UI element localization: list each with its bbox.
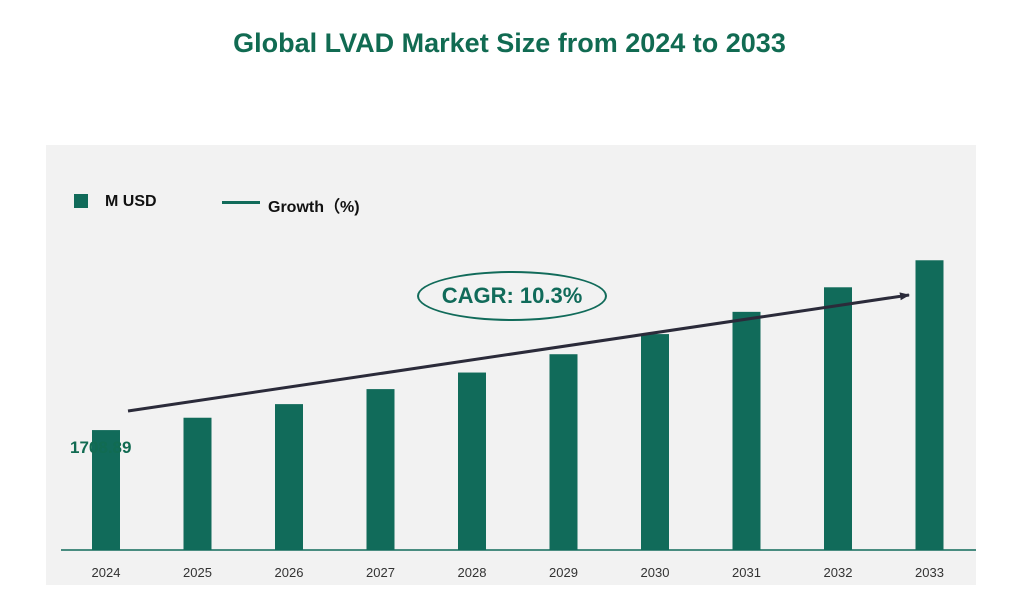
bar-series — [92, 260, 944, 550]
x-tick-2030: 2030 — [641, 565, 670, 580]
x-axis-ticks: 2024 2025 2026 2027 2028 2029 2030 2031 2032 2033 — [92, 565, 944, 580]
trend-arrow — [127, 292, 910, 413]
legend-bar-swatch — [74, 194, 88, 208]
x-tick-2029: 2029 — [549, 565, 578, 580]
x-tick-2025: 2025 — [183, 565, 212, 580]
bar-2027 — [366, 389, 395, 550]
bar-2030 — [641, 334, 669, 550]
legend-line-label: Growth（%) — [268, 199, 360, 216]
data-label-2024: 1708.89 — [70, 438, 132, 457]
bar-2031 — [732, 311, 761, 550]
bar-2026 — [275, 404, 303, 550]
bar-2024 — [92, 430, 120, 550]
legend-bar-label: M USD — [105, 193, 157, 210]
bar-2032 — [824, 287, 852, 550]
chart-title: Global LVAD Market Size from 2024 to 203… — [233, 28, 786, 58]
x-tick-2032: 2032 — [824, 565, 853, 580]
bar-2029 — [549, 354, 578, 550]
bar-2028 — [458, 372, 486, 550]
bar-2025 — [183, 417, 212, 550]
x-tick-2027: 2027 — [366, 565, 395, 580]
legend-line-swatch — [222, 201, 260, 204]
cagr-annotation: CAGR: 10.3% — [417, 271, 607, 321]
x-tick-2024: 2024 — [92, 565, 121, 580]
x-tick-2033: 2033 — [915, 565, 944, 580]
x-tick-2031: 2031 — [732, 565, 761, 580]
x-tick-2028: 2028 — [458, 565, 487, 580]
x-tick-2026: 2026 — [275, 565, 304, 580]
bar-2033 — [915, 260, 944, 550]
